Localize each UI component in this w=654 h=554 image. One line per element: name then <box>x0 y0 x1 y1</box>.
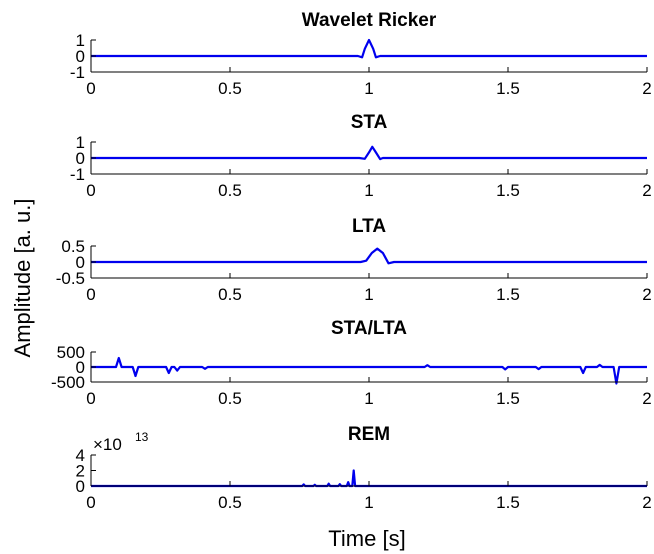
y-tick-label: 0 <box>76 47 85 66</box>
y-tick-label: -0.5 <box>56 269 85 288</box>
x-tick-label: 0.5 <box>218 285 242 304</box>
x-tick-label: 0 <box>86 285 95 304</box>
subplot-title: STA <box>351 112 388 133</box>
x-tick-label: 2 <box>642 389 651 408</box>
x-tick-label: 0.5 <box>218 181 242 200</box>
y-tick-label: 0.5 <box>61 237 85 256</box>
x-tick-label: 2 <box>642 181 651 200</box>
figure-x-axis-label: Time [s] <box>328 526 405 551</box>
x-tick-label: 0.5 <box>218 79 242 98</box>
y-tick-label: 1 <box>76 31 85 50</box>
subplot-title: STA/LTA <box>331 318 407 339</box>
x-tick-label: 1.5 <box>496 285 520 304</box>
x-tick-label: 0 <box>86 181 95 200</box>
subplot-title: Wavelet Ricker <box>302 10 437 31</box>
subplot-title: REM <box>348 424 390 445</box>
x-tick-label: 2 <box>642 79 651 98</box>
y-tick-label: 4 <box>76 446 85 465</box>
x-tick-label: 1.5 <box>496 389 520 408</box>
x-tick-label: 1.5 <box>496 79 520 98</box>
x-tick-label: 1.5 <box>496 181 520 200</box>
y-tick-label: 2 <box>76 462 85 481</box>
x-tick-label: 2 <box>642 285 651 304</box>
y-tick-label: -1 <box>70 63 85 82</box>
series-line <box>91 38 647 59</box>
x-tick-label: 0 <box>86 79 95 98</box>
y-tick-label: 0 <box>76 477 85 496</box>
y-tick-label: 1 <box>76 133 85 152</box>
x-tick-label: 1 <box>364 389 373 408</box>
y-tick-label: -500 <box>51 373 85 392</box>
y-tick-label: -1 <box>70 165 85 184</box>
x-tick-label: 1 <box>364 79 373 98</box>
x-tick-label: 0 <box>86 389 95 408</box>
y-tick-label: 0 <box>76 149 85 168</box>
series-line <box>91 247 647 265</box>
x-tick-label: 0.5 <box>218 389 242 408</box>
y-tick-label: 500 <box>57 343 85 362</box>
x-tick-label: 1.5 <box>496 493 520 512</box>
x-tick-label: 1 <box>364 493 373 512</box>
series-line <box>91 356 647 385</box>
subplot-multiplier: ×10 <box>93 435 122 454</box>
subplot-multiplier-exponent: 13 <box>135 430 149 444</box>
x-tick-label: 0.5 <box>218 493 242 512</box>
subplot-title: LTA <box>352 216 386 237</box>
y-tick-label: 0 <box>76 358 85 377</box>
x-tick-label: 1 <box>364 285 373 304</box>
figure-y-axis-label: Amplitude [a. u.] <box>10 199 35 358</box>
x-tick-label: 0 <box>86 493 95 512</box>
y-tick-label: 0 <box>76 253 85 272</box>
x-tick-label: 2 <box>642 493 651 512</box>
x-tick-label: 1 <box>364 181 373 200</box>
series-line <box>91 145 647 161</box>
